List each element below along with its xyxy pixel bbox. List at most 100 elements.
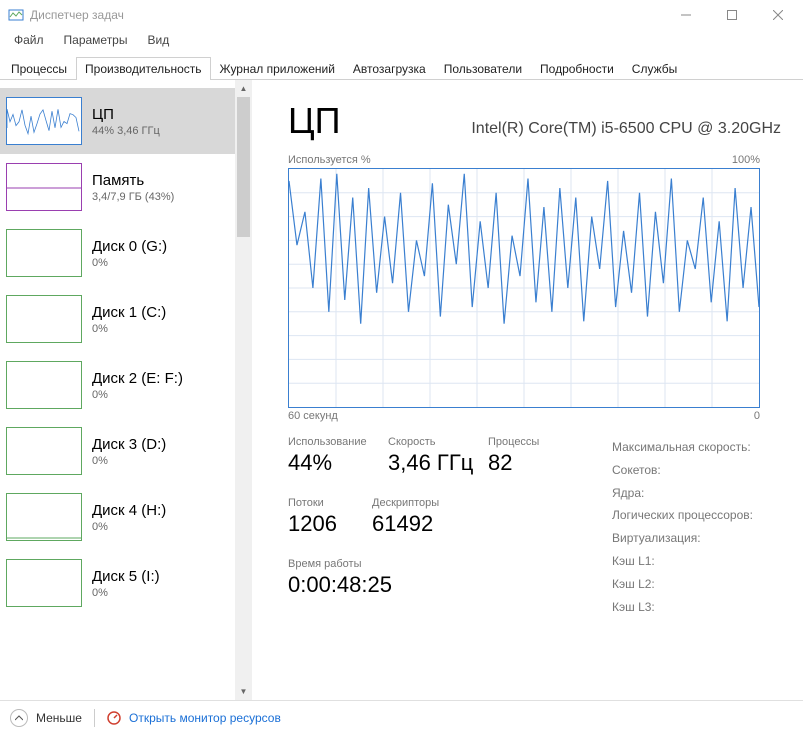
minimize-button[interactable] [663, 0, 709, 30]
sidebar-item-4[interactable]: Диск 2 (E: F:) 0% [0, 352, 235, 418]
chart-y-right: 100% [732, 154, 760, 166]
stat-right-3: Логических процессоров: [612, 504, 753, 527]
tab-4[interactable]: Пользователи [435, 57, 531, 80]
sidebar-sub-4: 0% [92, 389, 183, 401]
app-icon [8, 7, 24, 23]
sidebar-title-2: Диск 0 (G:) [92, 238, 167, 255]
sidebar-wrap: ЦП 44% 3,46 ГГц Память 3,4/7,9 ГБ (43%) Диск… [0, 80, 252, 700]
sidebar-title-0: ЦП [92, 106, 160, 123]
tab-0[interactable]: Процессы [2, 57, 76, 80]
tab-6[interactable]: Службы [623, 57, 686, 80]
sidebar-sub-5: 0% [92, 455, 166, 467]
chart-y-left: Используется % [288, 154, 371, 166]
stat-3: Потоки 1206 [288, 497, 372, 544]
scrollbar[interactable]: ▲ ▼ [235, 80, 252, 700]
stat-label-5: Время работы [288, 558, 578, 570]
stat-right-2: Ядра: [612, 482, 753, 505]
sidebar-sub-2: 0% [92, 257, 167, 269]
sidebar-thumb-2 [6, 229, 82, 277]
content: ЦП 44% 3,46 ГГц Память 3,4/7,9 ГБ (43%) Диск… [0, 80, 803, 700]
scroll-down-icon[interactable]: ▼ [235, 683, 252, 700]
stat-right-6: Кэш L2: [612, 573, 753, 596]
stat-value-1: 3,46 ГГц [388, 450, 488, 476]
cpu-model: Intel(R) Core(TM) i5-6500 CPU @ 3.20GHz [471, 120, 781, 138]
menu-вид[interactable]: Вид [137, 31, 179, 49]
sidebar-title-7: Диск 5 (I:) [92, 568, 160, 585]
sidebar-title-3: Диск 1 (C:) [92, 304, 166, 321]
main-header: ЦП Intel(R) Core(TM) i5-6500 CPU @ 3.20G… [288, 100, 781, 142]
menu-параметры[interactable]: Параметры [54, 31, 138, 49]
stat-label-4: Дескрипторы [372, 497, 472, 509]
stat-0: Использование 44% [288, 436, 388, 483]
sidebar-sub-1: 3,4/7,9 ГБ (43%) [92, 191, 174, 203]
stat-label-0: Использование [288, 436, 388, 448]
stat-value-0: 44% [288, 450, 388, 476]
menubar: ФайлПараметрыВид [0, 30, 803, 50]
stat-right-5: Кэш L1: [612, 550, 753, 573]
stat-label-2: Процессы [488, 436, 572, 448]
footer: Меньше Открыть монитор ресурсов [0, 700, 803, 734]
stat-right-7: Кэш L3: [612, 596, 753, 619]
sidebar-thumb-0 [6, 97, 82, 145]
stat-value-2: 82 [488, 450, 572, 476]
tab-1[interactable]: Производительность [76, 57, 210, 80]
footer-separator [94, 709, 95, 727]
sidebar-item-2[interactable]: Диск 0 (G:) 0% [0, 220, 235, 286]
sidebar-sub-7: 0% [92, 587, 160, 599]
chart-y-labels: Используется % 100% [288, 154, 760, 166]
sidebar-title-1: Память [92, 172, 174, 189]
sidebar-thumb-6 [6, 493, 82, 541]
cpu-chart-svg [289, 169, 759, 407]
sidebar-thumb-3 [6, 295, 82, 343]
chart-x-left: 60 секунд [288, 410, 338, 422]
stat-label-3: Потоки [288, 497, 372, 509]
stat-right-4: Виртуализация: [612, 527, 753, 550]
tab-5[interactable]: Подробности [531, 57, 623, 80]
sidebar-item-5[interactable]: Диск 3 (D:) 0% [0, 418, 235, 484]
sidebar-thumb-4 [6, 361, 82, 409]
scroll-thumb[interactable] [237, 97, 250, 237]
maximize-button[interactable] [709, 0, 755, 30]
stat-right-0: Максимальная скорость: [612, 436, 753, 459]
sidebar-sub-6: 0% [92, 521, 166, 533]
sidebar-thumb-5 [6, 427, 82, 475]
cpu-chart[interactable] [288, 168, 760, 408]
stat-5: Время работы 0:00:48:25 [288, 558, 578, 605]
sidebar: ЦП 44% 3,46 ГГц Память 3,4/7,9 ГБ (43%) Диск… [0, 80, 235, 700]
tab-3[interactable]: Автозагрузка [344, 57, 435, 80]
chart-x-right: 0 [754, 410, 760, 422]
titlebar: Диспетчер задач [0, 0, 803, 30]
tab-2[interactable]: Журнал приложений [211, 57, 344, 80]
resmon-icon [107, 711, 121, 725]
sidebar-sub-0: 44% 3,46 ГГц [92, 125, 160, 137]
sidebar-item-0[interactable]: ЦП 44% 3,46 ГГц [0, 88, 235, 154]
stat-right-1: Сокетов: [612, 459, 753, 482]
window-title: Диспетчер задач [30, 8, 663, 22]
sidebar-item-7[interactable]: Диск 5 (I:) 0% [0, 550, 235, 616]
stats-left: Использование 44%Скорость3,46 ГГцПроцессы… [288, 436, 578, 618]
sidebar-thumb-1 [6, 163, 82, 211]
tabbar: ПроцессыПроизводительностьЖурнал приложе… [0, 54, 803, 80]
stat-value-5: 0:00:48:25 [288, 572, 578, 598]
sidebar-title-6: Диск 4 (H:) [92, 502, 166, 519]
sidebar-sub-3: 0% [92, 323, 166, 335]
sidebar-title-4: Диск 2 (E: F:) [92, 370, 183, 387]
open-resmon-link[interactable]: Открыть монитор ресурсов [129, 711, 281, 725]
main-panel: ЦП Intel(R) Core(TM) i5-6500 CPU @ 3.20G… [252, 80, 803, 700]
stat-1: Скорость3,46 ГГц [388, 436, 488, 483]
sidebar-item-6[interactable]: Диск 4 (H:) 0% [0, 484, 235, 550]
fewer-details-link[interactable]: Меньше [36, 711, 82, 725]
collapse-icon[interactable] [10, 709, 28, 727]
menu-файл[interactable]: Файл [4, 31, 54, 49]
scroll-up-icon[interactable]: ▲ [235, 80, 252, 97]
stat-2: Процессы 82 [488, 436, 572, 483]
sidebar-item-1[interactable]: Память 3,4/7,9 ГБ (43%) [0, 154, 235, 220]
stat-value-4: 61492 [372, 511, 472, 537]
close-button[interactable] [755, 0, 801, 30]
sidebar-title-5: Диск 3 (D:) [92, 436, 166, 453]
stat-4: Дескрипторы 61492 [372, 497, 472, 544]
sidebar-item-3[interactable]: Диск 1 (C:) 0% [0, 286, 235, 352]
stats-right: Максимальная скорость:Сокетов:Ядра:Логич… [612, 436, 753, 618]
cpu-heading: ЦП [288, 100, 341, 142]
stat-value-3: 1206 [288, 511, 372, 537]
